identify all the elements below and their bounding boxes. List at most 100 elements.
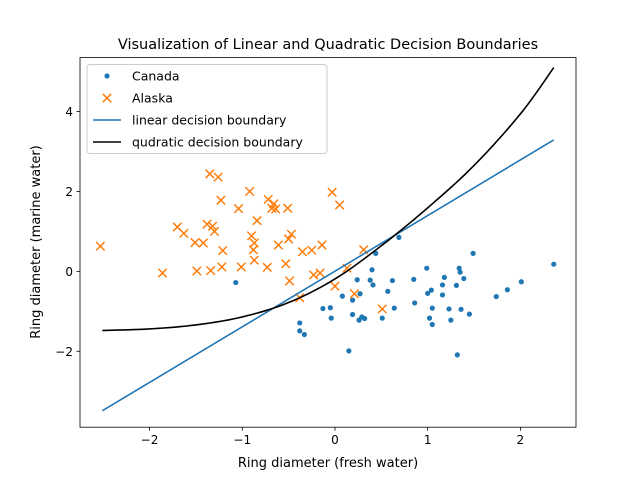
x-tick-label: 2 — [517, 433, 525, 447]
canada-point — [412, 300, 418, 306]
alaska-point — [317, 240, 327, 250]
legend-marker-alaska — [102, 93, 112, 103]
alaska-point — [307, 245, 317, 255]
alaska-point — [284, 276, 295, 286]
canada-point — [367, 277, 373, 283]
canada-point — [518, 279, 524, 285]
alaska-point — [349, 289, 360, 299]
canada-point — [297, 320, 303, 326]
y-tick-label: 0 — [65, 265, 73, 279]
canada-point — [441, 274, 447, 280]
alaska-point — [249, 238, 260, 248]
canada-point — [428, 287, 434, 293]
canada-point — [551, 261, 557, 267]
alaska-point — [308, 270, 319, 280]
alaska-point — [377, 304, 387, 314]
alaska-point — [262, 262, 273, 273]
canada-point — [429, 305, 435, 311]
alaska-point — [273, 240, 284, 250]
canada-point — [426, 315, 433, 321]
canada-point — [391, 305, 397, 311]
alaska-point — [283, 234, 294, 244]
alaska-point — [252, 215, 262, 226]
alaska-point — [157, 268, 168, 278]
x-tick-label: 0 — [331, 433, 339, 447]
alaska-point — [281, 259, 291, 269]
y-axis-label: Ring diameter (marine water) — [29, 145, 44, 338]
chart-legend: Canada Alaska linear decision boundary qudr… — [86, 64, 328, 154]
canada-point — [357, 291, 363, 297]
canada-point — [362, 315, 368, 322]
canada-point — [369, 267, 375, 273]
canada-point — [411, 276, 417, 282]
canada-point — [370, 282, 376, 288]
legend-marker-canada — [104, 73, 110, 79]
alaska-point — [236, 262, 247, 272]
alaska-point — [213, 172, 223, 182]
canada-point — [424, 265, 430, 271]
y-tick-label: 4 — [65, 105, 73, 119]
canada-point — [385, 288, 391, 294]
alaska-point — [269, 199, 279, 209]
alaska-point — [192, 266, 202, 276]
canada-point — [457, 269, 463, 275]
alaska-point — [327, 187, 337, 197]
alaska-point — [209, 226, 220, 237]
alaska-point — [217, 262, 227, 272]
x-tick-label: −2 — [141, 433, 159, 447]
alaska-point — [334, 200, 345, 210]
canada-point — [470, 250, 476, 256]
alaska-point — [205, 169, 215, 179]
canada-point — [233, 279, 239, 286]
alaska-point — [246, 231, 257, 241]
canada-point — [346, 348, 352, 354]
alaska-point — [216, 195, 226, 205]
legend-label: linear decision boundary — [132, 113, 287, 128]
canada-point — [320, 305, 326, 312]
canada-point — [349, 297, 356, 303]
alaska-point — [207, 221, 218, 231]
alaska-point — [190, 237, 200, 248]
canada-point — [339, 293, 345, 299]
alaska-point — [249, 255, 260, 265]
alaska-point — [202, 219, 212, 229]
plot-frame — [79, 57, 577, 428]
canada-point — [453, 282, 460, 288]
canada-point — [456, 265, 462, 271]
canada-point — [439, 292, 446, 298]
x-tick-label: −1 — [233, 433, 251, 447]
y-tick-label: −2 — [55, 345, 73, 359]
alaska-point — [218, 245, 228, 256]
canada-point — [461, 275, 467, 282]
canada-point — [301, 331, 307, 338]
canada-point — [328, 315, 334, 321]
legend-label: Canada — [132, 69, 180, 84]
alaska-point — [95, 241, 106, 251]
alaska-point — [179, 228, 189, 239]
canada-point — [354, 277, 360, 283]
canada-point — [493, 293, 499, 300]
canada-point — [425, 290, 431, 296]
canada-point — [458, 306, 464, 312]
quadratic-boundary-line — [102, 67, 555, 332]
canada-point — [389, 277, 396, 284]
canada-point — [297, 328, 303, 334]
alaska-point — [330, 281, 340, 291]
canada-point — [448, 317, 454, 323]
alaska-point — [282, 203, 293, 213]
alaska-point — [286, 229, 297, 239]
canada-point — [429, 321, 435, 328]
canada-point — [349, 311, 356, 318]
canada-point — [454, 352, 460, 358]
alaska-point — [297, 247, 308, 257]
canada-point — [396, 234, 402, 241]
alaska-point — [270, 204, 281, 214]
alaska-point — [263, 194, 273, 205]
alaska-point — [198, 238, 209, 248]
canada-point — [373, 250, 379, 256]
canada-point — [446, 306, 452, 312]
alaska-point — [315, 268, 325, 278]
chart-title: Visualization of Linear and Quadratic De… — [118, 37, 538, 53]
